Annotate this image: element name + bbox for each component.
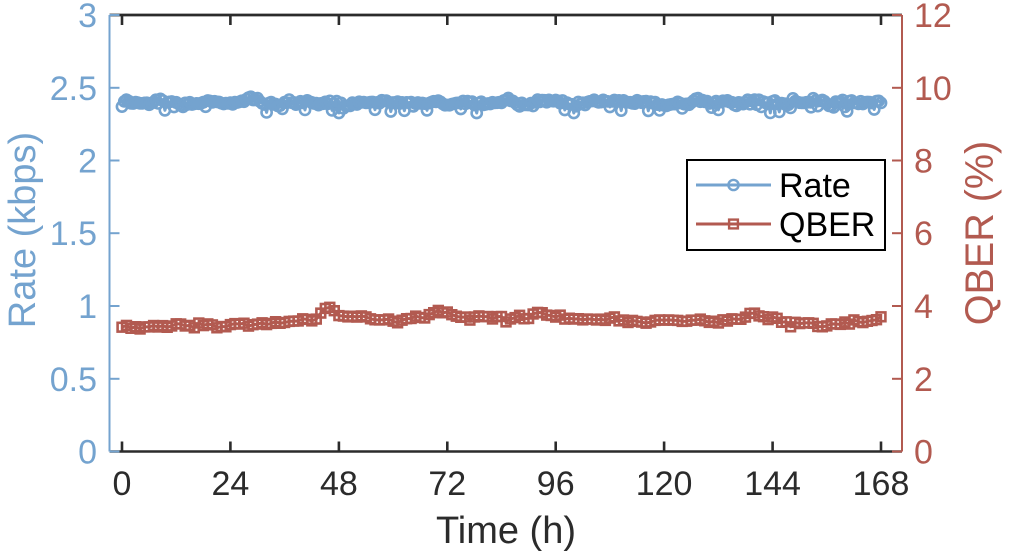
svg-text:0: 0 (914, 434, 933, 472)
svg-text:4: 4 (914, 288, 933, 326)
svg-text:0: 0 (78, 434, 97, 472)
svg-text:0: 0 (113, 465, 132, 503)
svg-text:1.5: 1.5 (50, 215, 97, 253)
svg-text:6: 6 (914, 215, 933, 253)
svg-text:QBER (%): QBER (%) (958, 141, 1002, 325)
svg-text:2: 2 (914, 361, 933, 399)
svg-text:96: 96 (537, 465, 575, 503)
svg-text:Rate: Rate (779, 167, 851, 205)
svg-text:120: 120 (636, 465, 693, 503)
svg-text:2: 2 (78, 143, 97, 181)
svg-text:72: 72 (428, 465, 466, 503)
svg-text:0.5: 0.5 (50, 361, 97, 399)
svg-text:24: 24 (211, 465, 249, 503)
svg-text:QBER: QBER (779, 206, 875, 244)
svg-text:8: 8 (914, 143, 933, 181)
svg-text:48: 48 (320, 465, 358, 503)
svg-text:2.5: 2.5 (50, 70, 97, 108)
svg-text:144: 144 (744, 465, 801, 503)
svg-text:1: 1 (78, 288, 97, 326)
svg-text:12: 12 (914, 0, 952, 35)
svg-text:Rate (kbps): Rate (kbps) (2, 132, 44, 328)
svg-text:10: 10 (914, 70, 952, 108)
svg-text:3: 3 (78, 0, 97, 35)
svg-text:168: 168 (853, 465, 910, 503)
svg-text:Time (h): Time (h) (436, 510, 576, 552)
